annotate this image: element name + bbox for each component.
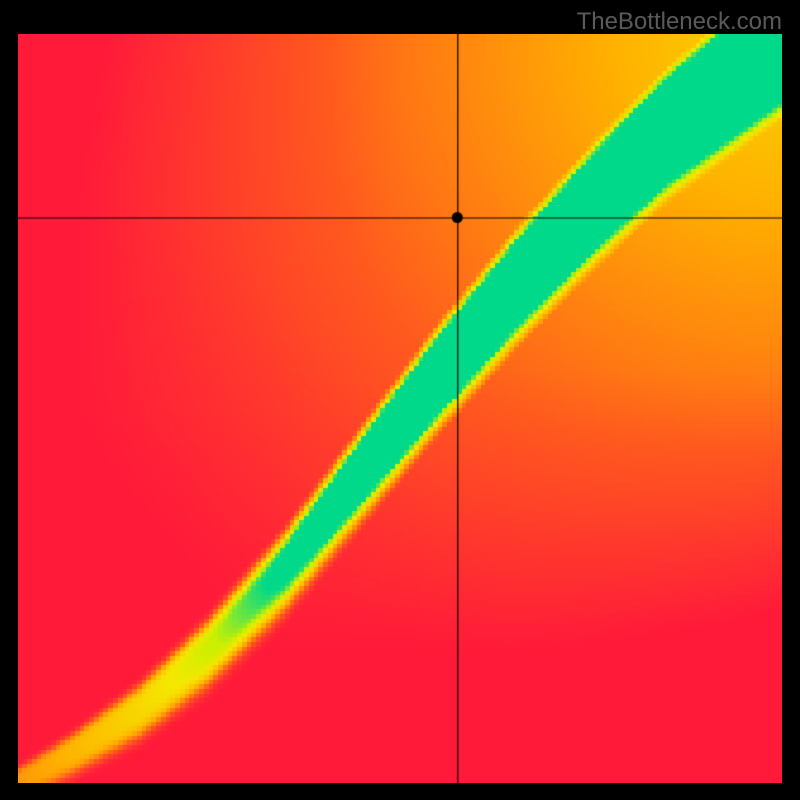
heatmap-canvas bbox=[18, 34, 782, 783]
watermark-text: TheBottleneck.com bbox=[577, 8, 782, 36]
root-container: TheBottleneck.com bbox=[0, 0, 800, 800]
bottleneck-heatmap bbox=[18, 34, 782, 783]
